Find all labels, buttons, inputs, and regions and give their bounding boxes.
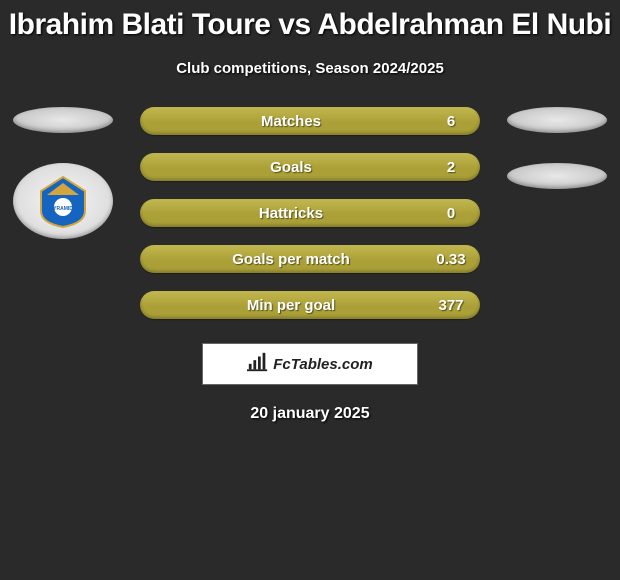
player-right-column (502, 107, 612, 189)
stat-right-value: 2 (422, 159, 480, 176)
brand-text: FcTables.com (273, 356, 372, 373)
stat-row: Matches6 (140, 107, 480, 135)
stat-row: Goals per match0.33 (140, 245, 480, 273)
player-left-column: PYRAMIDS (8, 107, 118, 239)
bar-chart-icon (247, 351, 269, 378)
player-right-avatar (507, 107, 607, 133)
page-title: Ibrahim Blati Toure vs Abdelrahman El Nu… (0, 0, 620, 42)
stat-right-value: 0 (422, 205, 480, 222)
pyramids-badge-icon: PYRAMIDS (35, 173, 91, 229)
comparison-content: PYRAMIDS Matches6 Goals2 Hattricks0 Goals p… (0, 107, 620, 319)
stat-row: Min per goal377 (140, 291, 480, 319)
player-left-avatar (13, 107, 113, 133)
stat-row: Hattricks0 (140, 199, 480, 227)
stats-bars: Matches6Goals2Hattricks0Goals per match0… (140, 107, 480, 319)
stat-row: Goals2 (140, 153, 480, 181)
stat-label: Hattricks (160, 205, 422, 222)
stat-label: Goals per match (160, 251, 422, 268)
stat-label: Min per goal (160, 297, 422, 314)
subtitle: Club competitions, Season 2024/2025 (0, 60, 620, 77)
stat-right-value: 6 (422, 113, 480, 130)
player-right-club-placeholder (507, 163, 607, 189)
stat-label: Matches (160, 113, 422, 130)
brand-box: FcTables.com (202, 343, 418, 385)
stat-label: Goals (160, 159, 422, 176)
player-left-club-badge: PYRAMIDS (13, 163, 113, 239)
stat-right-value: 377 (422, 297, 480, 314)
date-text: 20 january 2025 (0, 405, 620, 423)
svg-text:PYRAMIDS: PYRAMIDS (50, 206, 77, 212)
stat-right-value: 0.33 (422, 251, 480, 268)
